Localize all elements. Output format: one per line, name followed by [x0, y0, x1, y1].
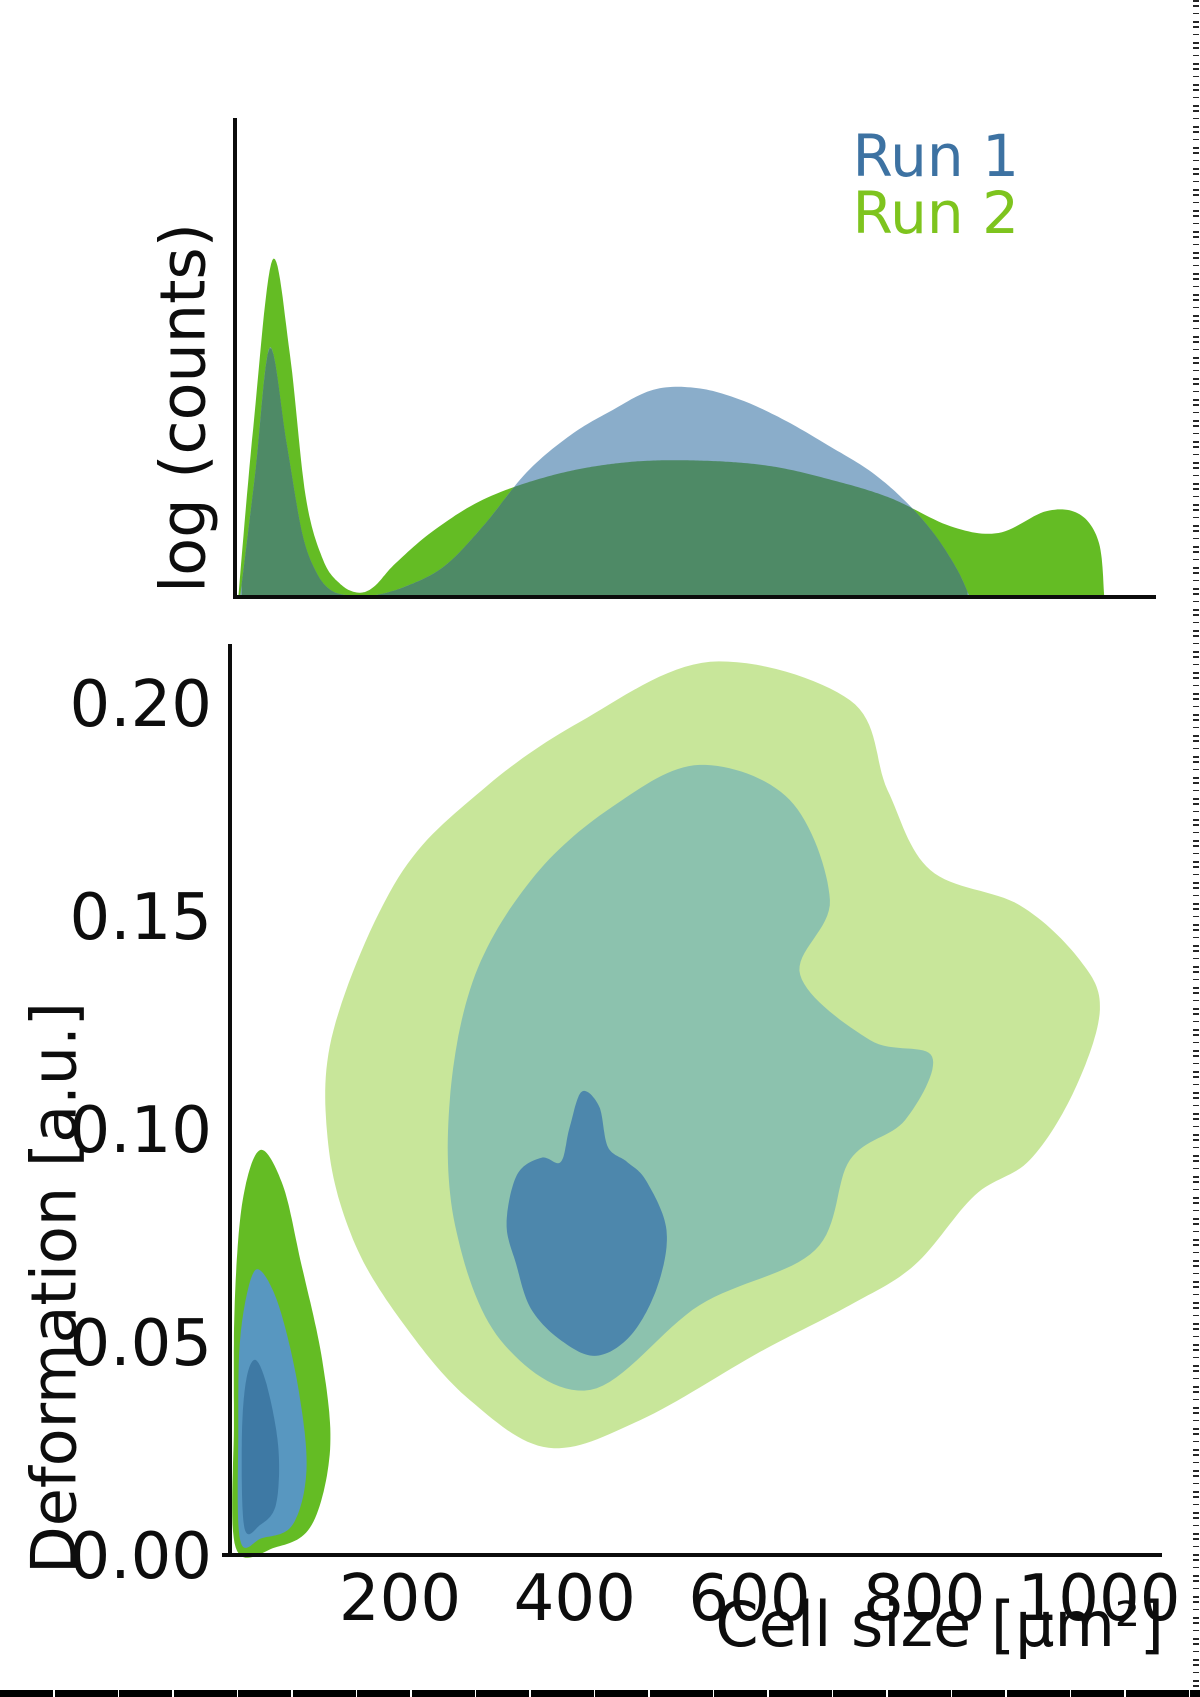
- legend: Run 1 Run 2: [852, 128, 1019, 242]
- figure-canvas: log (counts) Deformation [a.u.] Cell siz…: [0, 0, 1200, 1697]
- bottom-panel-y-axis-spine: [228, 644, 232, 1556]
- y-tick-label: 0.20: [0, 668, 212, 742]
- bottom-edge-bar-artifact: [0, 1690, 1200, 1697]
- right-edge-noise-artifact: [1193, 0, 1199, 1691]
- bottom-y-axis-label: Deformation [a.u.]: [18, 1002, 91, 1574]
- y-tick-label: 0.05: [0, 1307, 212, 1381]
- x-tick-label: 1000: [1009, 1562, 1189, 1636]
- bottom-panel-x-axis-spine: [222, 1553, 1162, 1557]
- x-tick-label: 200: [310, 1562, 490, 1636]
- y-tick-label: 0.00: [0, 1520, 212, 1594]
- x-tick-label: 800: [834, 1562, 1014, 1636]
- x-tick-label: 400: [485, 1562, 665, 1636]
- top-panel-x-axis-spine: [233, 595, 1156, 599]
- legend-item-run1: Run 1: [852, 128, 1019, 185]
- y-tick-label: 0.10: [0, 1094, 212, 1168]
- x-tick-label: 600: [659, 1562, 839, 1636]
- legend-item-run2: Run 2: [852, 185, 1019, 242]
- top-y-axis-label: log (counts): [147, 223, 220, 593]
- y-tick-label: 0.15: [0, 881, 212, 955]
- top-panel-y-axis-spine: [233, 118, 237, 599]
